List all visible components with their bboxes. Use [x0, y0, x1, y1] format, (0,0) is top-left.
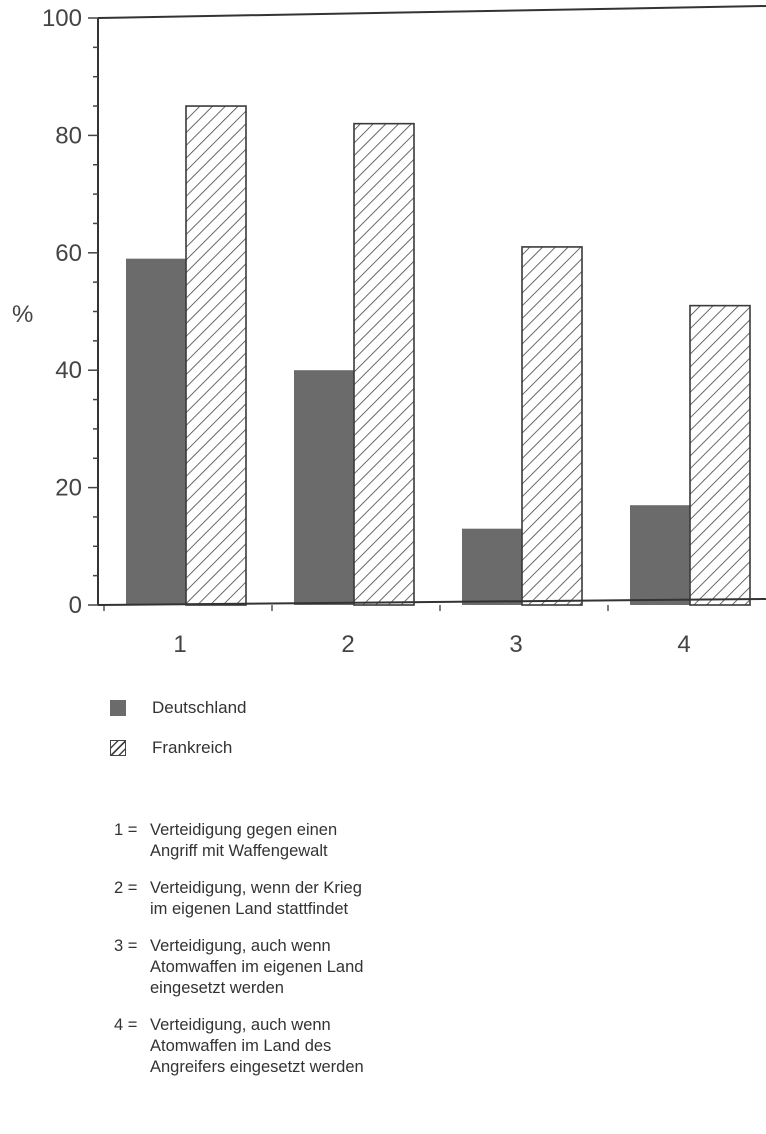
x-tick-label-3: 3	[509, 631, 522, 658]
note-line: Verteidigung, auch wenn	[150, 1016, 331, 1034]
legend: Deutschland Frankreich	[110, 688, 247, 768]
bar-deutschland-1	[126, 258, 186, 605]
bar-frankreich-3	[521, 246, 583, 606]
note-text: Verteidigung, wenn der Krieg im eigenen …	[150, 878, 490, 920]
note-line: Verteidigung gegen einen	[150, 821, 338, 839]
y-tick-label-20: 20	[55, 475, 82, 502]
y-tick-label-0: 0	[69, 592, 82, 619]
note-line: Angreifers eingesetzt werden	[150, 1058, 364, 1076]
note-text: Verteidigung, auch wenn Atomwaffen im La…	[150, 1015, 490, 1078]
note-1: 1 = Verteidigung gegen einen Angriff mit…	[114, 820, 490, 862]
bar-deutschland-4	[630, 505, 690, 605]
note-number: 2 =	[114, 879, 138, 897]
legend-item-deutschland: Deutschland	[110, 688, 247, 728]
note-line: Atomwaffen im Land des	[150, 1037, 332, 1055]
note-line: eingesetzt werden	[150, 979, 284, 997]
bar-frankreich-4	[689, 304, 751, 606]
note-text: Verteidigung, auch wenn Atomwaffen im ei…	[150, 936, 490, 999]
x-tick-label-4: 4	[677, 631, 690, 658]
y-axis-label: %	[12, 301, 33, 328]
legend-swatch-solid	[110, 700, 126, 716]
y-tick-label-40: 40	[55, 357, 82, 384]
note-line: Atomwaffen im eigenen Land	[150, 958, 364, 976]
legend-item-frankreich: Frankreich	[110, 728, 247, 768]
x-axis-line	[97, 598, 766, 606]
note-3: 3 = Verteidigung, auch wenn Atomwaffen i…	[114, 936, 490, 999]
legend-swatch-hatched	[110, 740, 126, 756]
note-number: 4 =	[114, 1016, 138, 1034]
note-line: Verteidigung, auch wenn	[150, 937, 331, 955]
note-4: 4 = Verteidigung, auch wenn Atomwaffen i…	[114, 1015, 490, 1078]
bar-frankreich-1	[185, 105, 247, 606]
y-tick-label-100: 100	[42, 5, 82, 32]
plot-top-border	[97, 5, 766, 19]
x-tick-label-2: 2	[341, 631, 354, 658]
note-number: 3 =	[114, 937, 138, 955]
bar-deutschland-2	[294, 370, 354, 605]
note-2: 2 = Verteidigung, wenn der Krieg im eige…	[114, 878, 490, 920]
category-notes: 1 = Verteidigung gegen einen Angriff mit…	[114, 820, 490, 1094]
y-tick-label-80: 80	[55, 122, 82, 149]
bar-frankreich-2	[353, 122, 415, 606]
note-number: 1 =	[114, 821, 138, 839]
bar-deutschland-3	[462, 528, 522, 605]
legend-label: Frankreich	[152, 738, 233, 757]
note-text: Verteidigung gegen einen Angriff mit Waf…	[150, 820, 490, 862]
note-line: Verteidigung, wenn der Krieg	[150, 879, 362, 897]
legend-label: Deutschland	[152, 698, 247, 717]
x-tick-label-1: 1	[173, 631, 186, 658]
note-line: Angriff mit Waffengewalt	[150, 842, 328, 860]
note-line: im eigenen Land stattfindet	[150, 900, 349, 918]
y-tick-label-60: 60	[55, 240, 82, 267]
